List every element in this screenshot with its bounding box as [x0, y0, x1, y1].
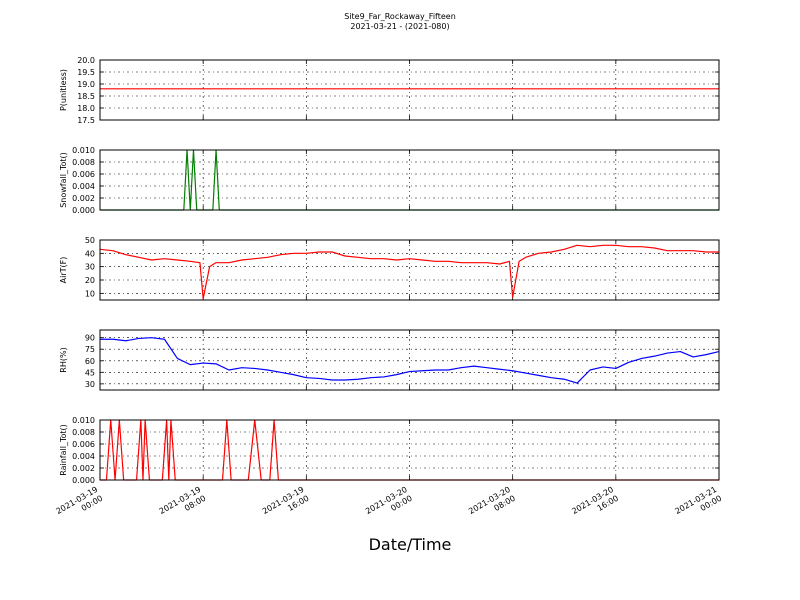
- snowfall-ylabel: Snowfall_Tot(): [59, 152, 68, 208]
- airtemp-ytick-label: 30: [85, 263, 95, 272]
- rh-ylabel: RH(%): [59, 347, 68, 372]
- rh-panel: 30 45 60 75 90 RH(%): [59, 329, 720, 391]
- airtemp-frame: [99, 239, 720, 301]
- rainfall-ytick-label: 0.006: [72, 440, 95, 449]
- pressure-ytick-label: 19.5: [77, 68, 95, 77]
- rh-ytick-label: 45: [85, 368, 95, 377]
- rh-frame: [99, 329, 720, 391]
- rh-ytick-label: 60: [85, 357, 95, 366]
- rainfall-ytick-label: 0.010: [72, 416, 95, 425]
- airtemp-panel: 10 20 30 40 50 AirT(F): [59, 236, 720, 301]
- figure-title: Site9_Far_Rockaway_Fifteen: [344, 12, 456, 21]
- snowfall-ytick-label: 0.002: [72, 194, 95, 203]
- pressure-ytick-label: 19.0: [77, 80, 95, 89]
- rh-ytick-label: 75: [85, 345, 95, 354]
- pressure-ytick-label: 17.5: [77, 116, 95, 125]
- pressure-panel: 17.5 18.0 18.5 19.0 19.5 20.0 P(unitless): [59, 56, 720, 125]
- airtemp-ytick-label: 20: [85, 276, 95, 285]
- snowfall-frame: [99, 149, 720, 211]
- rainfall-ytick-label: 0.000: [72, 476, 95, 485]
- airtemp-series-line: [100, 244, 719, 300]
- airtemp-ytick-label: 10: [85, 289, 95, 298]
- pressure-ytick-label: 20.0: [77, 56, 95, 65]
- pressure-ytick-label: 18.0: [77, 104, 95, 113]
- x-axis-title: Date/Time: [369, 535, 452, 554]
- figure-subtitle: 2021-03-21 - (2021-080): [350, 22, 449, 31]
- rh-ytick-label: 30: [85, 380, 95, 389]
- rh-ytick-label: 90: [85, 334, 95, 343]
- snowfall-ytick-label: 0.006: [72, 170, 95, 179]
- airtemp-ylabel: AirT(F): [59, 257, 68, 284]
- pressure-ylabel: P(unitless): [59, 69, 68, 111]
- rainfall-series-line: [100, 419, 719, 481]
- pressure-frame: [99, 59, 720, 121]
- snowfall-ytick-label: 0.008: [72, 158, 95, 167]
- snowfall-ytick-label: 0.000: [72, 206, 95, 215]
- airtemp-ytick-label: 50: [85, 236, 95, 245]
- snowfall-ytick-label: 0.010: [72, 146, 95, 155]
- airtemp-ytick-label: 40: [85, 249, 95, 258]
- rainfall-panel: 0.000 0.002 0.004 0.006 0.008 0.010 Rainfall_T…: [59, 416, 720, 485]
- rh-series-line: [100, 337, 719, 384]
- rainfall-ylabel: Rainfall_Tot(): [59, 424, 68, 476]
- panels-group: 17.5 18.0 18.5 19.0 19.5 20.0 P(unitless) 0.000…: [59, 56, 720, 485]
- snowfall-ytick-label: 0.004: [72, 182, 95, 191]
- rainfall-ytick-label: 0.002: [72, 464, 95, 473]
- rainfall-frame: [99, 419, 720, 481]
- rainfall-ytick-label: 0.004: [72, 452, 95, 461]
- pressure-ytick-label: 18.5: [77, 92, 95, 101]
- snowfall-panel: 0.000 0.002 0.004 0.006 0.008 0.010 Snowfall_T…: [59, 146, 720, 215]
- rainfall-ytick-label: 0.008: [72, 428, 95, 437]
